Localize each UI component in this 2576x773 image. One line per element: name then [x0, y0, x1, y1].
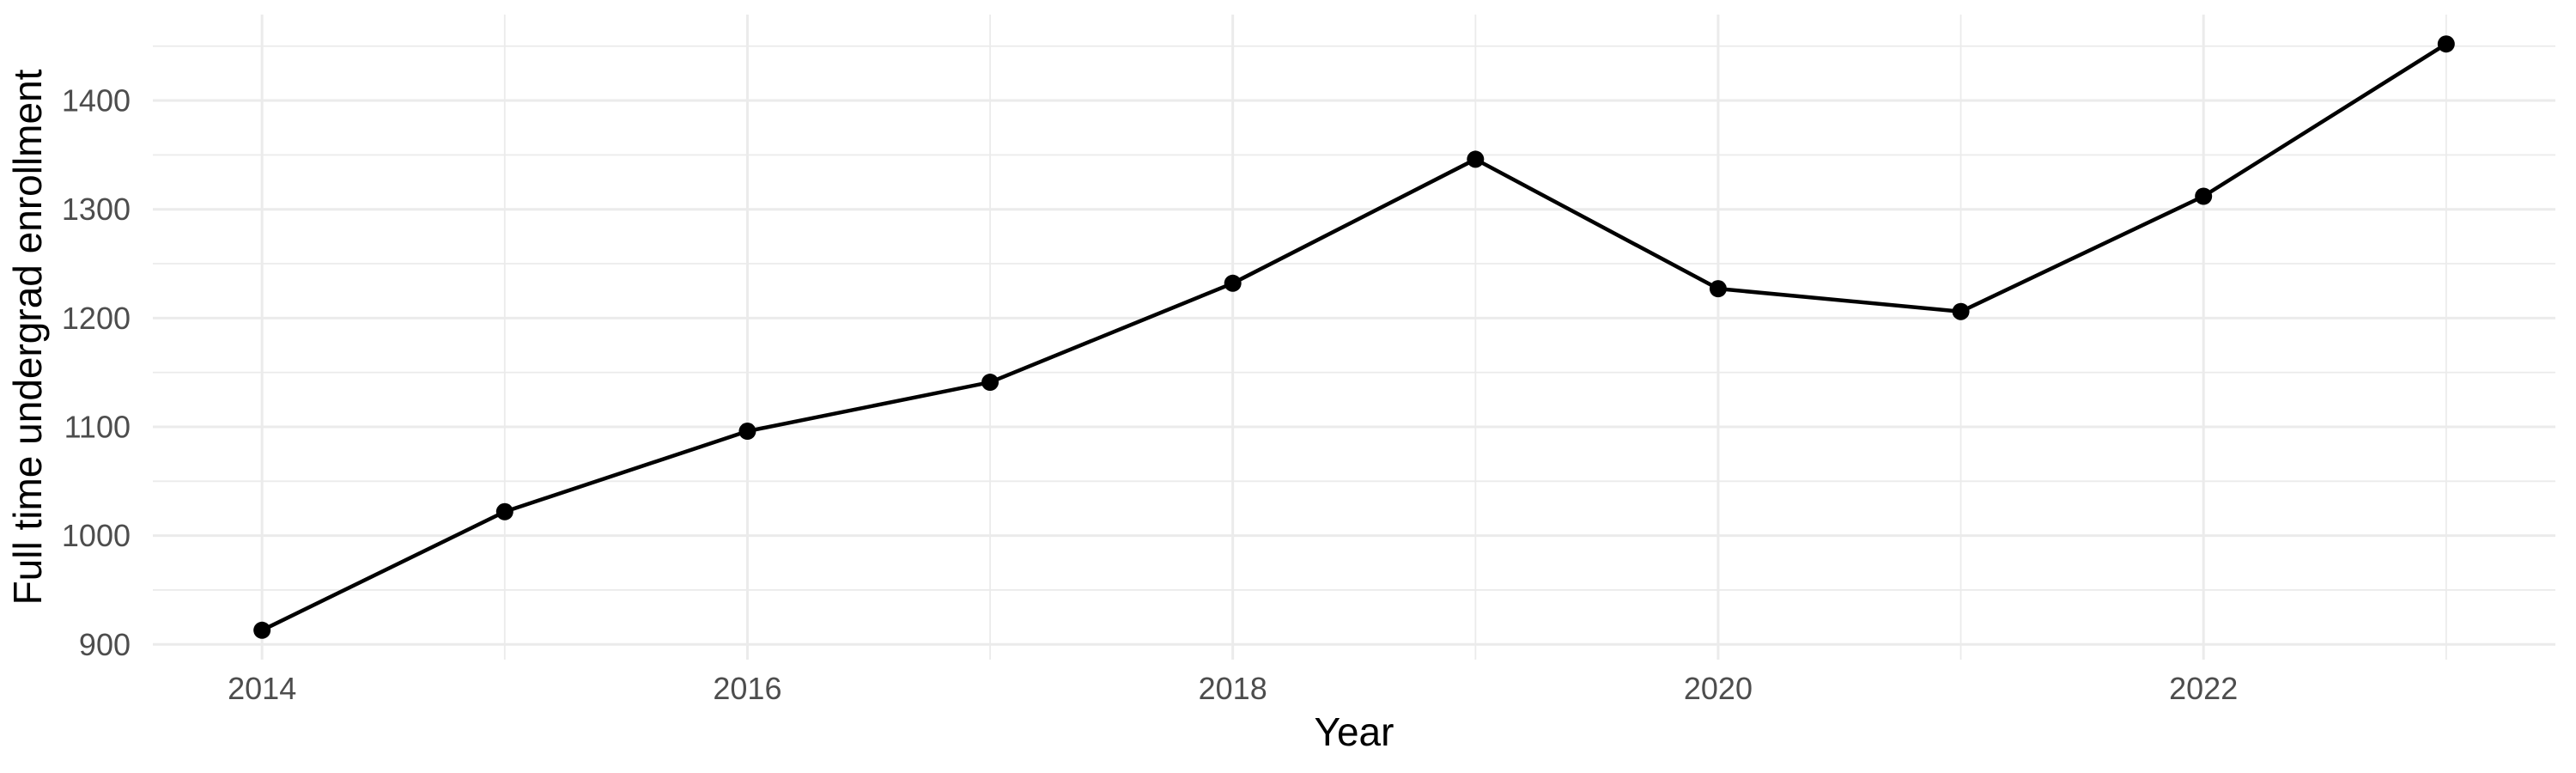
x-tick-label-2018: 2018 — [1199, 671, 1267, 706]
x-tick-label-2022: 2022 — [2169, 671, 2238, 706]
data-point-2019 — [1467, 150, 1485, 168]
data-point-2017 — [981, 374, 999, 392]
data-point-2020 — [1709, 280, 1727, 298]
data-point-2015 — [495, 502, 513, 520]
x-axis-title: Year — [1315, 709, 1394, 754]
data-point-2016 — [738, 423, 756, 441]
x-tick-label-2020: 2020 — [1684, 671, 1753, 706]
data-point-2023 — [2437, 35, 2455, 53]
y-tick-label-1300: 1300 — [62, 192, 131, 227]
data-point-2021 — [1952, 302, 1970, 320]
x-axis-tick-labels: 2014 2016 2018 2020 2022 — [228, 671, 2238, 706]
data-point-2018 — [1224, 274, 1242, 292]
y-tick-label-1200: 1200 — [62, 301, 131, 336]
gridlines-minor — [153, 15, 2555, 660]
y-tick-label-1400: 1400 — [62, 83, 131, 119]
y-tick-label-1100: 1100 — [64, 409, 131, 444]
y-tick-label-900: 900 — [79, 627, 131, 662]
gridlines-major — [153, 15, 2555, 660]
y-axis-title: Full time undergrad enrollment — [5, 69, 50, 605]
x-tick-label-2014: 2014 — [228, 671, 296, 706]
points-layer — [253, 35, 2455, 639]
enrollment-series-line — [259, 41, 2449, 633]
data-point-2014 — [253, 621, 271, 639]
y-axis-tick-labels: 900 1000 1100 1200 1300 1400 — [62, 83, 131, 662]
x-tick-label-2016: 2016 — [713, 671, 781, 706]
y-tick-label-1000: 1000 — [62, 518, 131, 553]
data-point-2022 — [2195, 187, 2213, 205]
series-layer — [259, 41, 2449, 633]
